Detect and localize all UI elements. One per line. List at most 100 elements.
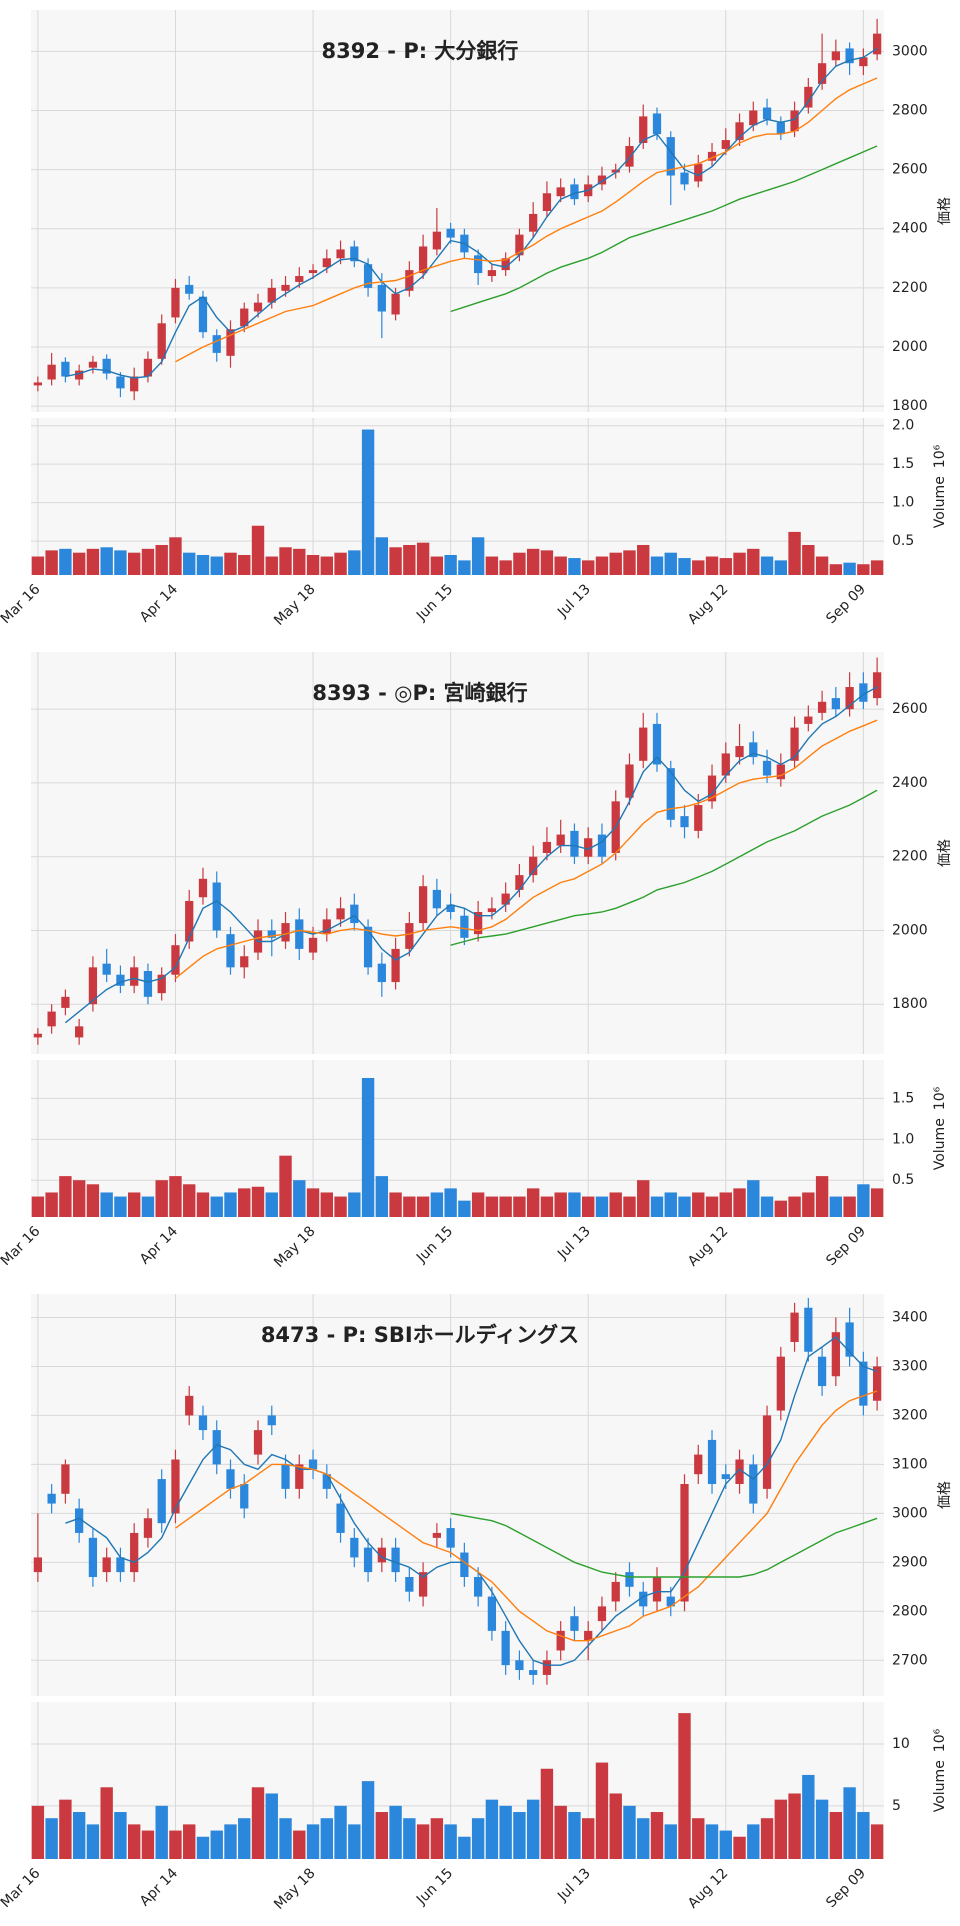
- candle-body: [694, 1454, 703, 1475]
- y-tick-label: 2600: [892, 162, 928, 178]
- candle-body: [116, 376, 125, 389]
- candle-body: [33, 1557, 43, 1573]
- volume-bar: [320, 1192, 333, 1217]
- volume-bar: [471, 1192, 485, 1217]
- candle-body: [831, 698, 840, 710]
- candle-body: [694, 805, 703, 831]
- volume-bar: [430, 556, 444, 575]
- volume-bar: [100, 1192, 113, 1217]
- candle-body: [336, 1503, 345, 1533]
- volume-bar: [210, 1830, 223, 1859]
- volume-bar: [678, 1196, 691, 1217]
- volume-scale: 10⁶: [932, 444, 948, 468]
- candle-body: [102, 963, 111, 975]
- volume-bar: [719, 558, 732, 575]
- volume-bar: [568, 558, 581, 575]
- volume-bar: [293, 1180, 306, 1217]
- candle-body: [240, 956, 249, 968]
- candle-body: [350, 246, 359, 262]
- volume-tick-label: 1.0: [892, 495, 914, 511]
- volume-bar: [747, 548, 760, 575]
- candle-body: [212, 1430, 221, 1465]
- volume-bar: [471, 537, 485, 575]
- volume-tick-label: 1.0: [892, 1131, 914, 1147]
- candle-body: [185, 284, 194, 294]
- candle-body: [501, 258, 510, 271]
- volume-bar: [361, 1781, 375, 1859]
- candle-body: [143, 971, 153, 997]
- volume-bar: [802, 544, 815, 575]
- volume-bar: [678, 558, 691, 575]
- volume-bar: [389, 1192, 402, 1217]
- candle-body: [116, 974, 125, 986]
- candle-body: [529, 856, 538, 876]
- x-tick-label: Sep 09: [823, 1865, 869, 1911]
- volume-bar: [623, 550, 636, 575]
- candle-body: [75, 1026, 84, 1038]
- candle-body: [198, 1415, 208, 1431]
- volume-bar: [389, 547, 402, 575]
- volume-bar: [141, 1196, 155, 1217]
- volume-bar: [403, 1818, 416, 1859]
- volume-bar: [251, 525, 265, 575]
- moving-average-line: [175, 77, 878, 363]
- y-tick-label: 1800: [892, 398, 928, 414]
- volume-bar: [183, 1824, 196, 1859]
- volume-scale: 10⁶: [932, 1728, 948, 1752]
- candle-body: [474, 1577, 483, 1597]
- y-tick-label: 3000: [892, 43, 928, 59]
- volume-bar: [444, 1188, 457, 1217]
- volume-bar: [224, 1192, 237, 1217]
- y-axis-label: 価格: [937, 1481, 953, 1509]
- candle-body: [336, 249, 345, 259]
- candle-body: [639, 727, 648, 761]
- volume-bar: [320, 556, 333, 575]
- volume-label: Volume: [932, 1118, 948, 1170]
- volume-bar: [857, 564, 870, 575]
- candle-body: [735, 1459, 744, 1484]
- y-tick-label: 2000: [892, 922, 928, 938]
- volume-bar: [458, 1836, 471, 1859]
- candle-body: [226, 1469, 235, 1489]
- x-tick-label: Jun 15: [413, 581, 456, 624]
- volume-tick-label: 10: [892, 1736, 910, 1752]
- candle-body: [267, 287, 276, 303]
- volume-bar: [72, 1180, 86, 1217]
- y-tick-label: 3200: [892, 1407, 928, 1423]
- volume-bar: [815, 1176, 829, 1217]
- volume-bar: [870, 1188, 884, 1217]
- volume-bar: [554, 1192, 567, 1217]
- candle-body: [460, 915, 469, 938]
- volume-bar: [238, 554, 251, 575]
- volume-bar: [513, 1196, 526, 1217]
- volume-bar: [650, 1196, 664, 1217]
- volume-bar: [210, 1196, 223, 1217]
- moving-average-line: [450, 145, 878, 313]
- volume-bar: [870, 1824, 884, 1859]
- volume-bar: [210, 556, 223, 575]
- candle-body: [88, 361, 98, 368]
- candle-body: [597, 175, 607, 185]
- candle-body: [817, 63, 827, 84]
- volume-scale: 10⁶: [932, 1086, 948, 1110]
- candle-body: [418, 886, 428, 924]
- x-tick-label: May 18: [271, 1865, 319, 1913]
- volume-bar: [334, 1196, 347, 1217]
- x-tick-label: Aug 12: [685, 581, 731, 627]
- volume-bar: [334, 552, 347, 575]
- x-tick-label: Mar 16: [0, 1865, 44, 1911]
- x-tick-label: Apr 14: [137, 1865, 181, 1909]
- chart-title: 8393 - ◎P: 宮崎銀行: [312, 681, 527, 705]
- candle-body: [143, 1518, 153, 1538]
- volume-bar: [416, 1824, 430, 1859]
- x-tick-label: Mar 16: [0, 581, 44, 627]
- candle-body: [130, 967, 139, 986]
- candle-body: [432, 889, 441, 909]
- volume-bar: [802, 1774, 815, 1859]
- candle-body: [597, 1606, 607, 1622]
- volume-bar: [183, 1184, 196, 1217]
- x-tick-label: Jul 13: [554, 1865, 594, 1905]
- volume-bar: [802, 1192, 815, 1217]
- candle-body: [639, 116, 648, 144]
- candle-body: [130, 376, 139, 392]
